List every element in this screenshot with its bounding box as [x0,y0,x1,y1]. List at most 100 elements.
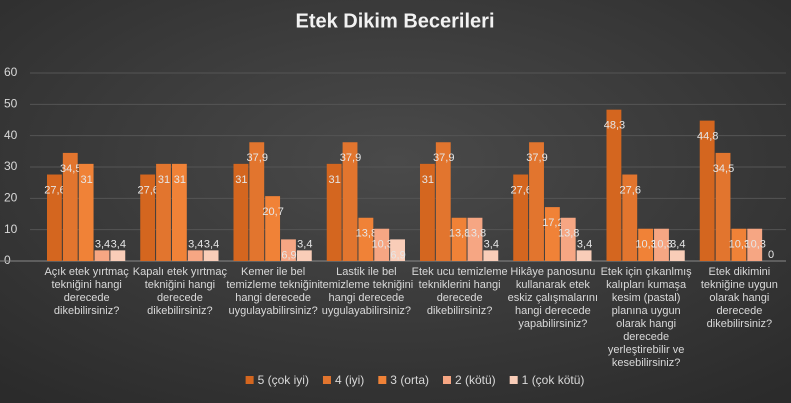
label-line: Lastik ile bel [336,266,397,278]
data-label: 17,2 [542,217,563,229]
label-line: eskiz çalışmalarını [508,292,598,304]
bar [342,142,358,261]
data-label: 10,3 [651,239,672,251]
label-line: tekniğini hangi [51,279,121,291]
bar [669,250,685,261]
label-line: hangi derecede [328,292,404,304]
data-label: 6,9 [281,249,296,261]
bar [187,250,203,261]
x-tick-label: Kemer ile bel temizleme tekniğini hangi de… [226,266,320,317]
legend-swatch [378,376,387,384]
y-tick-label: 40 [4,128,18,142]
data-label: 13,8 [449,228,470,240]
x-tick-label: Etek dikimini tekniğine uygun olarak hangi… [701,266,778,330]
data-label: 13,8 [356,228,377,240]
bar [467,217,483,261]
data-label: 0 [768,249,774,261]
data-label: 37,9 [526,152,547,164]
label-line: dikebilirsiniz? [147,305,212,317]
label-line: olarak hangi [709,292,769,304]
label-line: yapabilirsiniz? [518,318,587,330]
y-tick-label: 60 [4,65,18,79]
bar [390,239,406,261]
label-line: Hikâye panosunu [510,266,595,278]
label-line: hangi derecede [515,305,591,317]
label-line: temizleme tekniğini [226,279,320,291]
label-line: Etek dikimini [709,266,771,278]
x-tick-label: Lastik ile bel temizleme tekniğini hangi d… [320,266,414,317]
x-tick-label: Etek ucu temizleme tekniklerini hangi dere… [412,266,508,317]
bar [654,228,669,261]
label-line: olarak hangi [616,318,676,330]
bar [46,174,62,261]
x-tick-label: Kapalı etek yırtmaç tekniğini hangi derece… [133,266,228,317]
legend-label: 5 (çok iyi) [258,373,309,387]
bar [513,174,529,261]
data-label: 3,4 [484,238,499,250]
label-line: kesebilirsiniz? [612,357,680,369]
legend-swatch [322,376,331,384]
label-line: derecede [623,331,669,343]
legend-swatch [245,376,254,384]
data-label: 31 [174,174,186,186]
data-label: 27,6 [620,184,641,196]
bar [435,142,451,261]
legend-label: 2 (kötü) [455,373,496,387]
data-label: 31 [329,174,341,186]
data-label: 48,3 [604,120,625,132]
data-label: 31 [235,174,247,186]
y-tick-label: 20 [4,191,18,205]
data-label: 3,4 [670,238,685,250]
label-line: hangi derecede [235,292,311,304]
data-label: 27,6 [44,184,65,196]
data-label: 34,5 [713,163,734,175]
label-line: derecede [437,292,483,304]
bar [203,250,219,261]
bar [560,217,576,261]
bar [483,250,499,261]
label-line: tekniğini hangi [145,279,215,291]
label-line: dikebilirsiniz? [427,305,492,317]
label-line: yerleştirebilir ve [608,344,684,356]
chart-title: Etek Dikim Becerileri [296,10,495,32]
label-line: Kemer ile bel [241,266,305,278]
bar [249,142,265,261]
bar [358,217,374,261]
bar [715,152,731,261]
legend-label: 4 (iyi) [335,373,364,387]
data-label: 3,4 [111,238,126,250]
legend-swatch [509,376,518,384]
label-line: derecede [157,292,203,304]
y-tick-label: 0 [4,253,11,267]
label-line: Etek ucu temizleme [412,266,508,278]
y-tick-label: 30 [4,159,18,173]
bar [233,163,249,261]
bar [622,174,638,261]
legend-label: 3 (orta) [390,373,429,387]
bar [419,163,435,261]
bar [281,239,296,261]
x-tick-label: Etek için çıkanlmış kalıpları kumaşa kesim… [601,266,693,369]
bar [374,228,390,261]
bar [576,250,592,261]
data-label: 27,6 [137,184,158,196]
data-label: 37,9 [247,152,268,164]
x-tick-label: Hikâye panosunu kullanarak etek eskiz çalı… [508,266,598,330]
data-label: 44,8 [697,131,718,143]
bar [747,228,763,261]
legend-label: 1 (çok kötü) [522,373,585,387]
bar [94,250,110,261]
data-label: 10,3 [745,239,766,251]
data-label: 3,4 [577,238,592,250]
bar [296,250,312,261]
label-line: temizleme tekniğini [320,279,414,291]
label-line: uygulayabilirsiniz? [322,305,411,317]
label-line: uygulayabilirsiniz? [228,305,317,317]
label-line: kesim (pastal) [612,292,680,304]
data-label: 10,3 [372,239,393,251]
data-label: 3,4 [95,238,110,250]
bar [606,109,622,261]
bar [265,196,281,261]
